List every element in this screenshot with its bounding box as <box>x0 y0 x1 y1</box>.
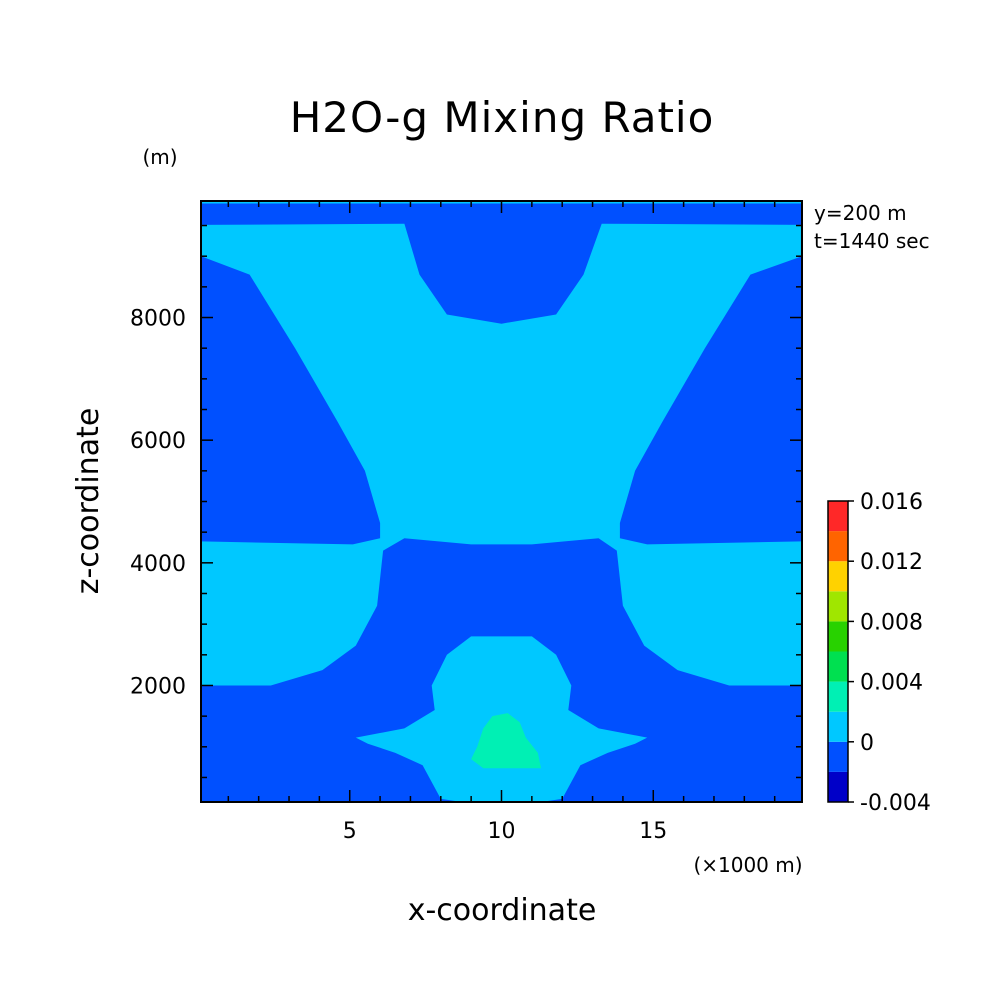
colorbar-swatch <box>828 771 848 802</box>
colorbar-swatch <box>828 591 848 622</box>
y-tick-label: 8000 <box>130 307 186 332</box>
y-tick-label: 2000 <box>130 674 186 699</box>
annotation-y: y=200 m <box>814 201 907 225</box>
colorbar: -0.004 0 0.004 0.008 0.012 0.016 <box>827 490 931 816</box>
colorbar-tick-label: 0.016 <box>860 490 923 515</box>
colorbar-swatch <box>828 651 848 682</box>
colorbar-swatch <box>828 711 848 742</box>
x-unit-label: (×1000 m) <box>693 853 802 877</box>
chart-title: H2O-g Mixing Ratio <box>290 93 715 142</box>
colorbar-swatch <box>828 561 848 592</box>
axes: 5 10 15 2000 4000 6000 8000 <box>130 200 803 844</box>
x-tick-label: 15 <box>639 819 667 844</box>
colorbar-swatch <box>828 531 848 562</box>
colorbar-frame <box>827 500 849 803</box>
colorbar-tick-label: 0.012 <box>860 550 923 575</box>
x-tick-label: 10 <box>488 819 516 844</box>
annotation-t: t=1440 sec <box>814 229 930 253</box>
colorbar-swatch <box>828 621 848 652</box>
y-axis-label: z-coordinate <box>71 408 106 595</box>
region-3 <box>471 713 541 769</box>
colorbar-swatch <box>828 681 848 712</box>
colorbar-tick-label: 0.004 <box>860 671 923 696</box>
y-tick-label: 4000 <box>130 552 186 577</box>
y-unit-label: (m) <box>142 145 177 169</box>
contour-plot <box>201 201 802 802</box>
colorbar-tick-label: 0.008 <box>860 610 923 635</box>
y-tick-label: 6000 <box>130 429 186 454</box>
colorbar-swatch <box>828 741 848 772</box>
x-tick-label: 5 <box>343 819 357 844</box>
x-axis-label: x-coordinate <box>408 893 597 928</box>
colorbar-tick-label: -0.004 <box>860 791 931 816</box>
colorbar-swatch <box>828 501 848 532</box>
colorbar-tick-label: 0 <box>860 731 874 756</box>
region-1 <box>201 223 802 686</box>
